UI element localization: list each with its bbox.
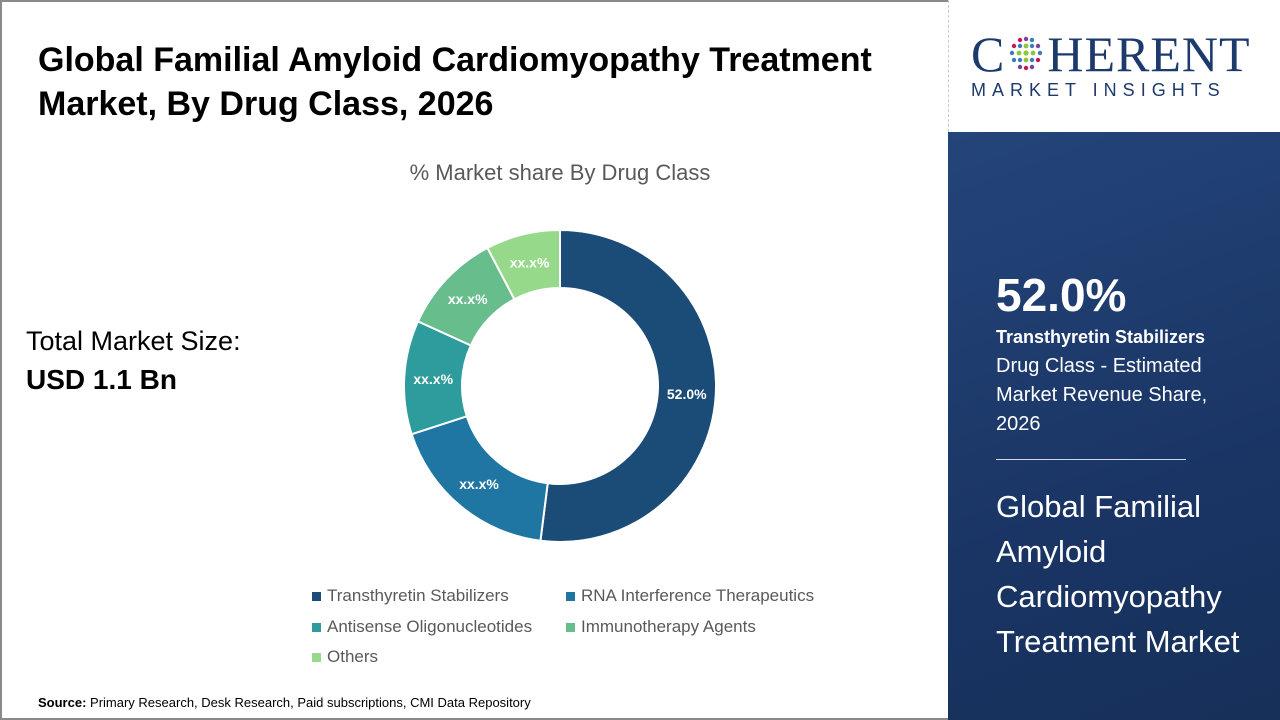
logo-wordmark: C HERENT xyxy=(971,28,1251,80)
total-market-value: USD 1.1 Bn xyxy=(26,364,177,395)
legend-item: Transthyretin Stabilizers xyxy=(312,586,509,606)
total-market-label: Total Market Size: xyxy=(26,326,241,356)
divider xyxy=(996,459,1186,460)
legend-label: Transthyretin Stabilizers xyxy=(327,586,509,605)
logo-tagline: MARKET INSIGHTS xyxy=(971,80,1226,100)
legend-label: Antisense Oligonucleotides xyxy=(327,617,533,636)
donut-chart: 52.0% xx.x% xx.x% xx.x% xx.x% xyxy=(403,228,717,543)
highlight-value: 52.0% xyxy=(996,269,1127,321)
legend-label: RNA Interference Therapeutics xyxy=(581,586,815,605)
source-note: Source: Primary Research, Desk Research,… xyxy=(38,695,531,710)
legend-swatch xyxy=(566,622,575,632)
chart-legend: Transthyretin Stabilizers RNA Interferenc… xyxy=(312,586,872,676)
source-label: Source: xyxy=(38,695,87,710)
legend-item: RNA Interference Therapeutics xyxy=(566,586,814,606)
data-label: xx.x% xyxy=(510,255,550,271)
highlight-segment: Transthyretin Stabilizers xyxy=(996,327,1206,347)
legend-swatch xyxy=(566,591,575,601)
highlight-panel: 52.0% Transthyretin Stabilizers Drug Cla… xyxy=(948,132,1280,720)
logo-rest: HERENT xyxy=(1047,26,1251,82)
logo: C HERENT MARKET INSIGHTS xyxy=(948,0,1280,132)
legend-label: Others xyxy=(327,647,379,666)
data-label: xx.x% xyxy=(413,371,453,387)
legend-label: Immunotherapy Agents xyxy=(581,617,756,636)
donut-slice-others xyxy=(486,228,561,301)
legend-swatch xyxy=(312,622,321,632)
data-label: 52.0% xyxy=(667,386,707,402)
donut-slice-transthyretin-stabilizers xyxy=(539,228,717,543)
chart-title: % Market share By Drug Class xyxy=(409,160,711,185)
logo-letter: C xyxy=(971,26,1006,82)
source-text: Primary Research, Desk Research, Paid su… xyxy=(90,695,531,710)
highlight-description: Drug Class - Estimated Market Revenue Sh… xyxy=(996,355,1208,435)
data-label: xx.x% xyxy=(459,476,499,492)
globe-dots-icon xyxy=(1010,36,1043,71)
info-sidebar: C HERENT MARKET INSIGHTS 52.0% Transthyr… xyxy=(948,0,1280,720)
legend-item: Antisense Oligonucleotides xyxy=(312,617,532,637)
legend-swatch xyxy=(312,652,321,662)
data-label: xx.x% xyxy=(448,291,488,307)
legend-swatch xyxy=(312,591,321,601)
page-title: Global Familial Amyloid Cardiomyopathy T… xyxy=(38,41,872,123)
legend-item: Others xyxy=(312,647,378,667)
legend-item: Immunotherapy Agents xyxy=(566,617,756,637)
market-name: Global Familial Amyloid Cardiomyopathy T… xyxy=(996,489,1240,659)
